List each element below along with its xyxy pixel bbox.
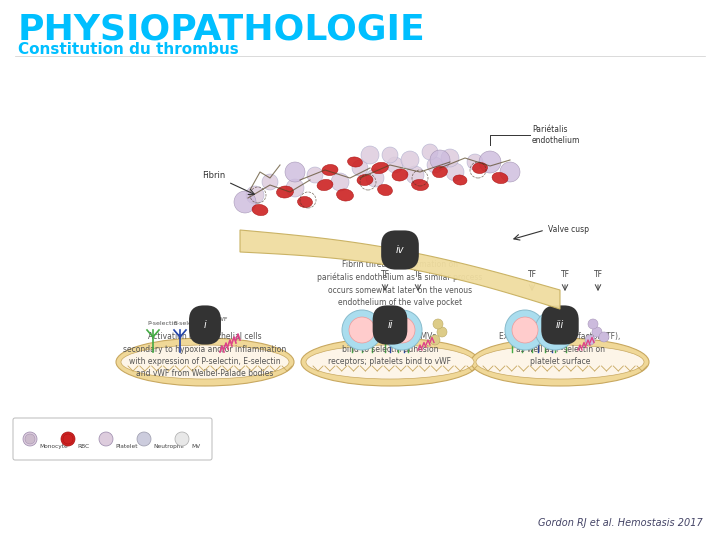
Circle shape (361, 146, 379, 164)
Text: Neutrophil: Neutrophil (153, 444, 184, 449)
Ellipse shape (301, 338, 479, 386)
Text: TF: TF (593, 270, 603, 279)
Circle shape (406, 166, 424, 184)
Ellipse shape (306, 345, 474, 379)
Circle shape (61, 432, 75, 446)
Circle shape (505, 310, 545, 350)
Circle shape (307, 167, 323, 183)
Circle shape (512, 317, 538, 343)
Ellipse shape (476, 345, 644, 379)
Circle shape (234, 191, 256, 213)
Circle shape (588, 319, 598, 329)
Text: Activation of endothelial cells
secondary to hypoxia and/or inflammation
with ex: Activation of endothelial cells secondar… (123, 332, 287, 379)
Circle shape (427, 157, 443, 173)
Text: Pariétalis
endothelium: Pariétalis endothelium (532, 125, 580, 145)
Circle shape (437, 327, 447, 337)
Ellipse shape (471, 338, 649, 386)
Circle shape (389, 317, 415, 343)
Circle shape (430, 150, 450, 170)
Text: RBC: RBC (77, 444, 89, 449)
Text: TF: TF (380, 270, 390, 279)
Ellipse shape (472, 163, 487, 173)
Ellipse shape (372, 163, 388, 174)
Ellipse shape (322, 165, 338, 176)
Circle shape (352, 160, 368, 176)
Text: Valve cusp: Valve cusp (548, 226, 589, 234)
Ellipse shape (433, 166, 447, 178)
Circle shape (349, 317, 375, 343)
Ellipse shape (392, 169, 408, 181)
Circle shape (382, 147, 398, 163)
Text: PHYSIOPATHOLOGIE: PHYSIOPATHOLOGIE (18, 12, 426, 46)
Circle shape (387, 157, 403, 173)
Text: Constitution du thrombus: Constitution du thrombus (18, 42, 239, 57)
Ellipse shape (317, 179, 333, 191)
Text: TF: TF (413, 270, 423, 279)
Circle shape (262, 174, 278, 190)
Ellipse shape (336, 189, 354, 201)
Circle shape (342, 310, 382, 350)
Ellipse shape (377, 184, 392, 195)
Circle shape (585, 335, 595, 345)
Text: Platelet: Platelet (115, 444, 138, 449)
Text: iv: iv (396, 245, 404, 255)
Circle shape (246, 186, 264, 204)
Text: i: i (204, 320, 207, 330)
Circle shape (366, 169, 384, 187)
Polygon shape (240, 230, 560, 309)
Circle shape (63, 434, 73, 444)
Circle shape (286, 179, 304, 197)
Circle shape (441, 149, 459, 167)
FancyBboxPatch shape (13, 418, 212, 460)
Circle shape (592, 327, 602, 337)
Text: P-selectin: P-selectin (147, 321, 177, 326)
Text: MV: MV (191, 444, 200, 449)
Circle shape (446, 163, 464, 181)
Ellipse shape (348, 157, 362, 167)
Ellipse shape (357, 174, 373, 186)
Text: TF: TF (560, 270, 570, 279)
Circle shape (433, 319, 443, 329)
Text: Fibrin: Fibrin (202, 171, 225, 180)
Circle shape (285, 162, 305, 182)
Circle shape (535, 310, 575, 350)
Circle shape (422, 144, 438, 160)
Circle shape (25, 434, 35, 444)
Circle shape (175, 432, 189, 446)
Circle shape (23, 432, 37, 446)
Circle shape (382, 310, 422, 350)
Circle shape (430, 335, 440, 345)
Circle shape (467, 154, 483, 170)
Circle shape (500, 162, 520, 182)
Circle shape (479, 151, 501, 173)
Ellipse shape (297, 197, 312, 207)
Ellipse shape (412, 179, 428, 191)
Ellipse shape (252, 205, 268, 215)
Text: Gordon RJ et al. Hemostasis 2017: Gordon RJ et al. Hemostasis 2017 (539, 518, 703, 528)
Circle shape (599, 332, 609, 342)
Circle shape (331, 173, 349, 191)
Text: ii: ii (387, 320, 392, 330)
Ellipse shape (453, 175, 467, 185)
Text: Expression of tissue factor (TF),
as well as P-selectin on
platelet surface: Expression of tissue factor (TF), as wel… (499, 332, 621, 366)
Ellipse shape (121, 345, 289, 379)
Circle shape (99, 432, 113, 446)
Text: Leukocytes and TF+MVs
bind to selectin adhesion
receptors; platelets bind to vWF: Leukocytes and TF+MVs bind to selectin a… (328, 332, 451, 366)
Text: iii: iii (556, 320, 564, 330)
Ellipse shape (276, 186, 294, 198)
Circle shape (137, 432, 151, 446)
Circle shape (401, 151, 419, 169)
Text: TF: TF (528, 270, 536, 279)
Text: E-selectin: E-selectin (173, 321, 204, 326)
Ellipse shape (116, 338, 294, 386)
Circle shape (542, 317, 568, 343)
Ellipse shape (492, 172, 508, 184)
Text: Fibrin thread ↺↻ formation on
pariétalis endothelium as a similar process
occurs: Fibrin thread ↺↻ formation on pariétalis… (318, 260, 482, 307)
Text: Monocyte: Monocyte (39, 444, 68, 449)
Text: vWF: vWF (215, 317, 228, 322)
